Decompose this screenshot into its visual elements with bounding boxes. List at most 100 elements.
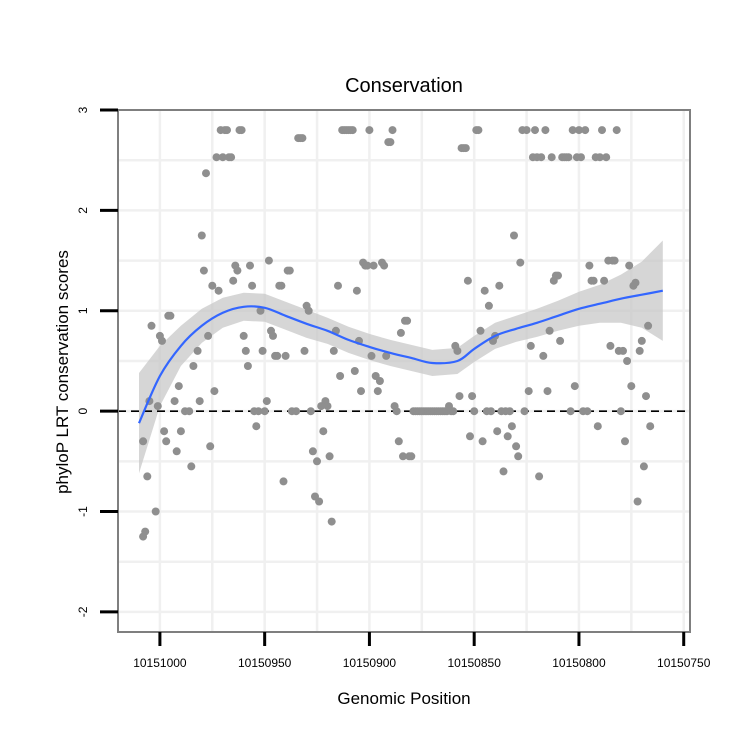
data-point xyxy=(522,126,531,135)
data-point xyxy=(279,477,288,486)
data-point xyxy=(619,346,627,355)
data-point xyxy=(189,362,198,370)
smooth-trend-line xyxy=(137,289,664,424)
data-point xyxy=(212,153,221,162)
data-point xyxy=(227,153,236,162)
data-point xyxy=(139,437,148,446)
data-point xyxy=(273,351,282,360)
data-point xyxy=(197,231,206,240)
data-point xyxy=(162,437,171,446)
data-point xyxy=(277,281,286,290)
data-point xyxy=(348,126,357,135)
data-point xyxy=(621,437,629,446)
data-point xyxy=(535,472,544,481)
data-point xyxy=(505,407,514,416)
data-point xyxy=(487,407,495,416)
data-point xyxy=(627,382,636,391)
data-point xyxy=(352,286,361,295)
data-point xyxy=(526,341,535,350)
data-point xyxy=(229,276,238,285)
data-point xyxy=(174,382,183,391)
data-point xyxy=(545,326,554,335)
data-point xyxy=(202,169,210,178)
data-point xyxy=(507,422,516,431)
data-point xyxy=(382,351,391,360)
data-point xyxy=(166,311,175,320)
data-point xyxy=(281,351,290,360)
data-point xyxy=(248,281,257,290)
data-point xyxy=(570,382,579,391)
data-point xyxy=(210,387,219,396)
data-point xyxy=(610,256,619,265)
data-point xyxy=(373,387,382,396)
data-point xyxy=(449,407,458,416)
data-point xyxy=(208,281,217,290)
x-tick-label: 10150950 xyxy=(238,656,292,670)
data-point xyxy=(495,281,504,290)
plot-frame xyxy=(117,109,691,633)
data-point xyxy=(350,367,359,375)
data-point xyxy=(160,427,169,436)
data-point xyxy=(568,126,577,135)
data-point xyxy=(264,256,273,265)
data-point xyxy=(585,261,594,270)
data-point xyxy=(466,432,474,441)
data-point xyxy=(463,276,472,285)
data-point xyxy=(313,457,321,466)
y-tick-label: -1 xyxy=(76,506,90,517)
data-point xyxy=(357,387,365,396)
data-point xyxy=(493,427,502,436)
data-point xyxy=(292,407,301,416)
data-point xyxy=(566,407,575,416)
data-point xyxy=(199,266,208,275)
data-point xyxy=(639,462,648,471)
data-point xyxy=(239,331,248,340)
data-point xyxy=(543,387,552,396)
x-tick-label: 10150800 xyxy=(552,656,606,670)
data-point xyxy=(478,437,487,446)
data-point xyxy=(151,507,160,516)
data-point xyxy=(233,266,242,275)
data-point xyxy=(260,407,269,416)
data-point xyxy=(369,261,378,270)
data-point xyxy=(583,407,592,416)
data-point xyxy=(499,467,508,476)
data-point xyxy=(304,306,313,315)
data-point xyxy=(470,407,479,416)
data-point xyxy=(635,346,644,355)
y-tick-label: 1 xyxy=(76,307,90,314)
data-point xyxy=(516,258,525,267)
data-point xyxy=(625,261,634,270)
data-point xyxy=(143,472,152,481)
data-point xyxy=(308,447,317,456)
data-point xyxy=(306,407,315,416)
data-point xyxy=(556,336,565,345)
data-point xyxy=(646,422,655,431)
data-point xyxy=(524,387,533,396)
data-point xyxy=(153,402,162,411)
data-point xyxy=(623,357,632,365)
data-point xyxy=(539,351,548,360)
data-points xyxy=(139,126,655,541)
data-point xyxy=(218,153,227,162)
data-point xyxy=(537,153,546,162)
data-point xyxy=(581,126,590,135)
data-point xyxy=(453,346,462,355)
data-point xyxy=(468,392,477,401)
data-point xyxy=(285,266,294,275)
data-point xyxy=(631,278,640,287)
data-point xyxy=(514,452,523,461)
data-point xyxy=(644,321,653,330)
data-point xyxy=(589,276,598,285)
data-point xyxy=(642,392,650,401)
data-point xyxy=(206,442,215,451)
data-point xyxy=(612,126,621,135)
data-point xyxy=(637,336,646,345)
data-point xyxy=(241,346,250,355)
x-tick-label: 10150850 xyxy=(447,656,501,670)
data-point xyxy=(258,346,267,355)
data-point xyxy=(365,126,374,135)
data-point xyxy=(252,422,261,431)
data-point xyxy=(327,517,336,526)
data-point xyxy=(396,328,405,337)
